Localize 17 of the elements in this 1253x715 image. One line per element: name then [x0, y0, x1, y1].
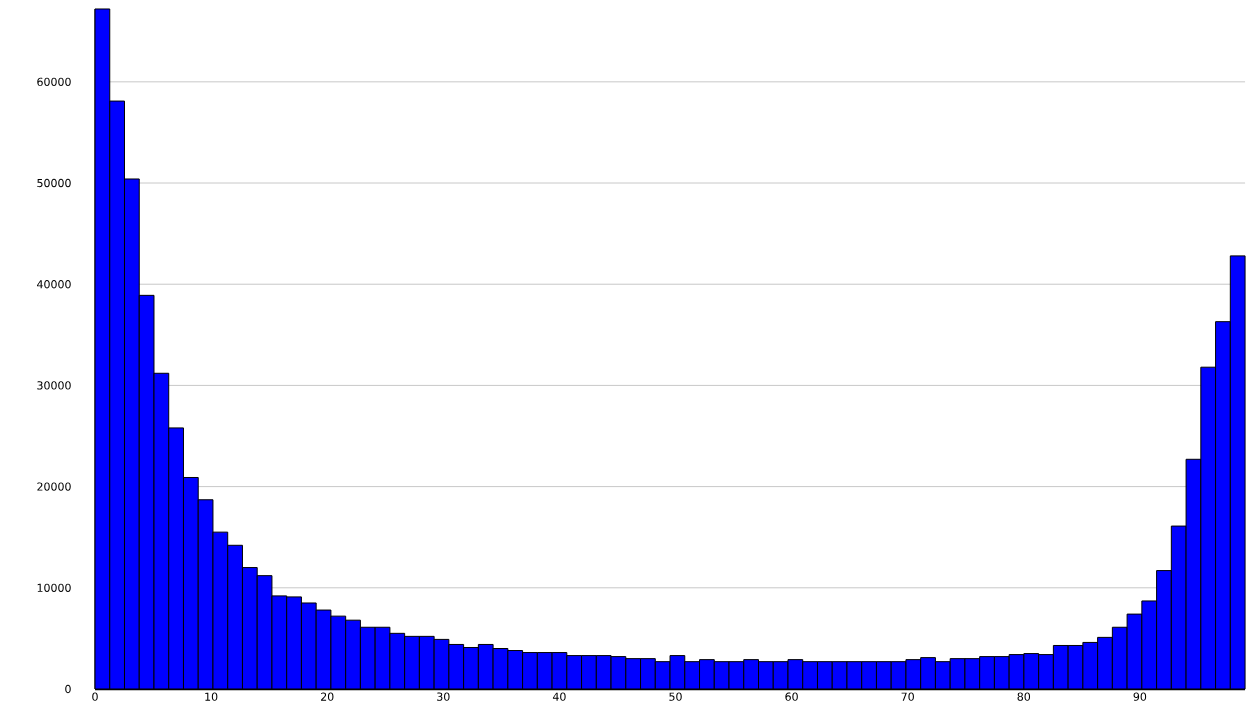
- y-tick-label: 40000: [37, 280, 71, 289]
- y-tick-label: 60000: [37, 77, 71, 86]
- x-tick-label: 10: [205, 692, 218, 701]
- x-tick-label: 30: [437, 692, 450, 701]
- x-tick-label: 70: [901, 692, 914, 701]
- x-tick-label: 20: [321, 692, 334, 701]
- y-tick-label: 0: [65, 684, 71, 694]
- y-tick-label: 20000: [37, 482, 71, 491]
- x-tick-label: 50: [669, 692, 682, 701]
- x-tick-label: 40: [552, 692, 566, 701]
- x-tick-label: 60: [785, 692, 798, 701]
- y-tick-label: 10000: [37, 583, 71, 592]
- x-tick-label: 90: [1133, 692, 1147, 701]
- x-tick-label: 80: [1017, 692, 1031, 701]
- y-tick-label: 30000: [37, 381, 71, 390]
- y-tick-label: 50000: [37, 178, 71, 188]
- x-tick-label: 0: [92, 692, 98, 701]
